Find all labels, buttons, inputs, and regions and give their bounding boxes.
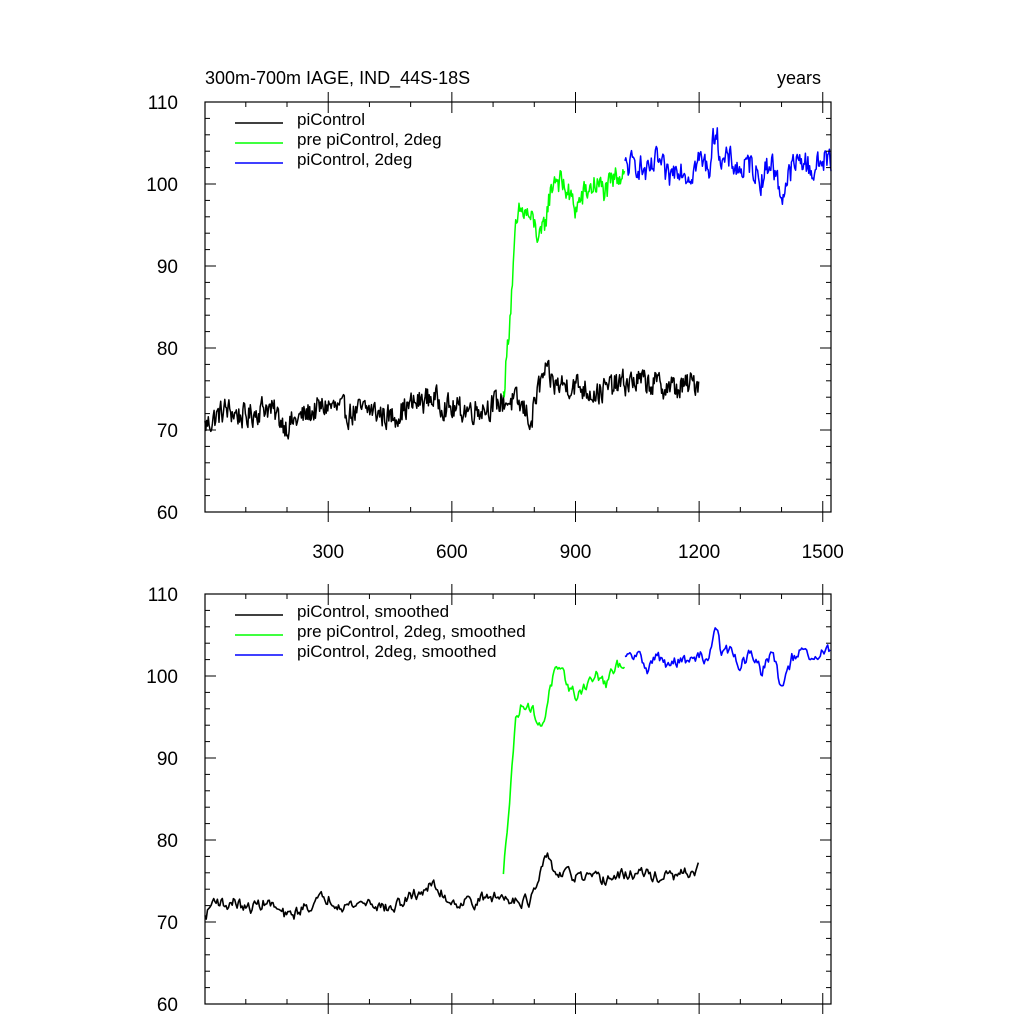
y-tick-label: 70 (157, 421, 178, 442)
series-line-3 (624, 627, 831, 687)
legend-label: piControl, 2deg, smoothed (297, 642, 496, 661)
plot-frame (204, 101, 832, 513)
y-tick-label: 60 (157, 503, 178, 524)
y-tick-label: 90 (157, 257, 178, 278)
plot-frame (204, 593, 832, 1005)
y-tick-label: 80 (157, 831, 178, 852)
legend-label: pre piControl, 2deg, smoothed (297, 622, 526, 641)
y-tick-label: 110 (148, 93, 178, 114)
y-tick-label: 80 (157, 339, 178, 360)
series-line-2 (502, 659, 626, 875)
series-line-1 (204, 359, 700, 440)
y-tick-label: 100 (146, 175, 178, 196)
y-tick-label: 60 (157, 995, 178, 1016)
y-tick-label: 110 (148, 585, 178, 606)
series-line-3 (624, 127, 832, 206)
chart-title: 300m-700m IAGE, IND_44S-18S (205, 68, 470, 89)
y-tick-label: 70 (157, 913, 178, 934)
y-tick-label: 100 (146, 667, 178, 688)
chart-panel-1: 60 70 80 90 100 110 300 600 900 1200 1500 300m-700m… (146, 68, 844, 563)
x-tick-label: 900 (560, 542, 592, 563)
x-tick-label: 600 (436, 542, 468, 563)
legend-label: piControl (297, 110, 365, 129)
series-line-2 (502, 167, 626, 398)
series-line-1 (204, 852, 700, 920)
x-tick-label: 300 (312, 542, 344, 563)
chart-right-title: years (777, 68, 821, 88)
x-tick-label: 1200 (678, 542, 720, 563)
x-tick-label: 1500 (802, 542, 844, 563)
y-tick-label: 90 (157, 749, 178, 770)
legend-label: piControl, smoothed (297, 602, 449, 621)
legend-label: piControl, 2deg (297, 150, 412, 169)
legend-label: pre piControl, 2deg (297, 130, 442, 149)
